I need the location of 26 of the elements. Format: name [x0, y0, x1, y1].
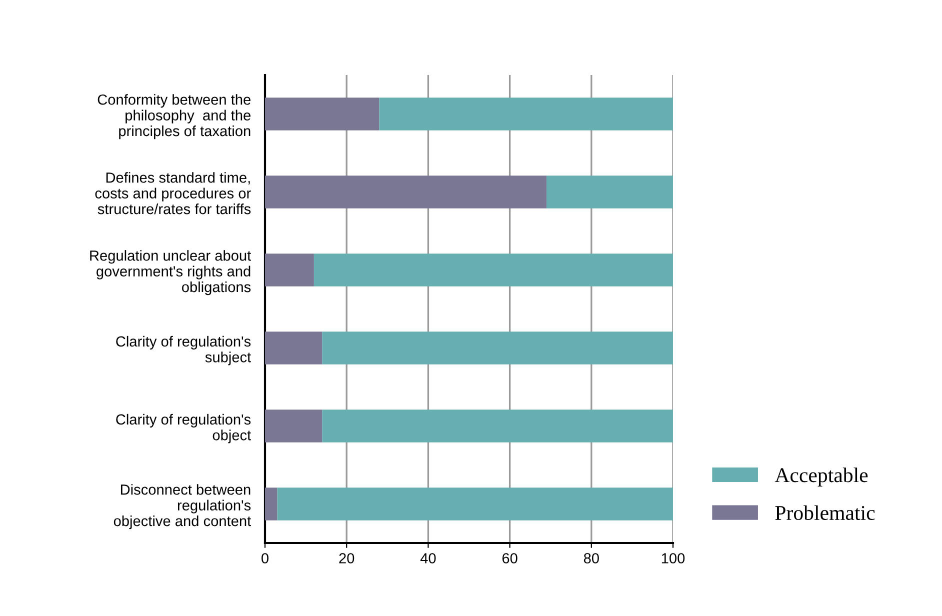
y-tick-label: Disconnect between regulation's objective and content [114, 484, 252, 530]
y-tick-label: Clarity of regulation's subject [116, 336, 252, 366]
y-tick-label: Conformity between the philosophy and the principles of taxation [98, 94, 250, 140]
x-tick-label: 40 [420, 553, 436, 564]
bar [379, 98, 673, 130]
bar [265, 488, 278, 520]
legend-label: Problematic [775, 505, 875, 520]
y-tick-label: Regulation unclear about government's rights and obligations [90, 250, 252, 296]
y-tick-label: Clarity of regulation's object [116, 414, 252, 444]
x-tick-label: 100 [662, 553, 685, 564]
bar [265, 98, 380, 130]
bar [322, 410, 673, 442]
x-tick-label: 20 [339, 553, 354, 564]
bar [546, 176, 673, 208]
bar [277, 488, 673, 520]
x-tick-label: 80 [584, 553, 599, 564]
bar [265, 410, 322, 442]
bar [265, 176, 547, 208]
bar [265, 254, 314, 286]
bar [314, 254, 673, 286]
x-tick-label: 60 [502, 553, 518, 564]
x-tick-label: 0 [262, 553, 268, 564]
legend-label: Acceptable [774, 468, 868, 486]
bar [322, 332, 673, 364]
bar [265, 332, 322, 364]
y-tick-label: Defines standard time, costs and procedures or structure/rates for tariffs [95, 172, 251, 214]
